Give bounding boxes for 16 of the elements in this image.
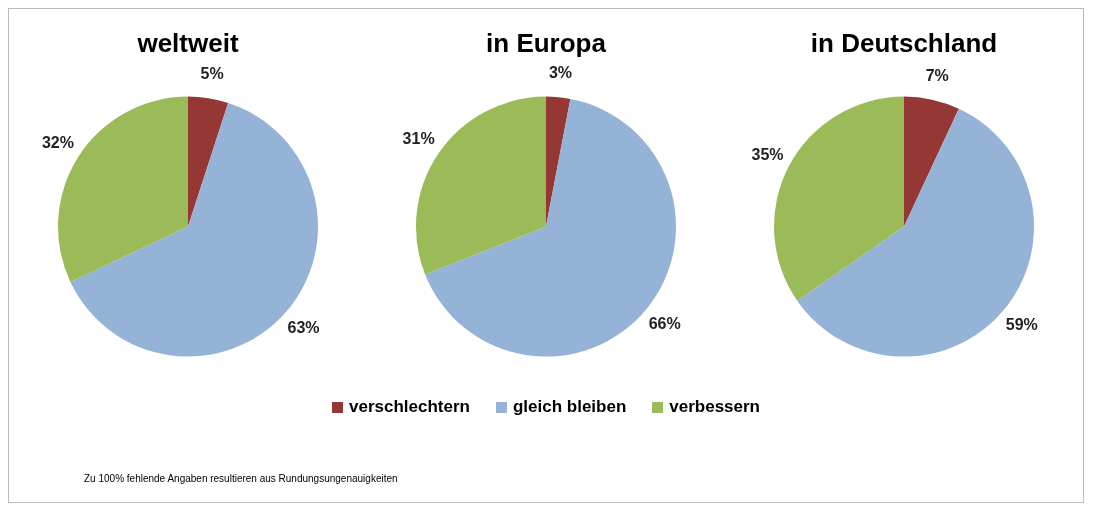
legend-label: verbessern [669, 397, 761, 417]
data-label: 32% [41, 134, 74, 152]
data-label: 5% [200, 64, 224, 82]
data-label: 31% [402, 130, 435, 148]
data-label: 35% [751, 145, 784, 163]
legend-label: gleich bleiben [512, 397, 627, 417]
legend-label: verschlechtern [348, 397, 470, 417]
data-label: 63% [287, 318, 320, 336]
data-label: 59% [1005, 316, 1038, 334]
data-label: 7% [925, 66, 949, 84]
chart-title: in Deutschland [810, 27, 998, 58]
data-label: 3% [548, 63, 573, 81]
data-label: 66% [648, 315, 681, 333]
text: Zu 100% fehlende Angaben resultieren aus Rundungsungenauigkeiten [84, 473, 398, 484]
chart-title: in Europa [486, 27, 607, 58]
chart-title: weltweit [136, 27, 239, 58]
